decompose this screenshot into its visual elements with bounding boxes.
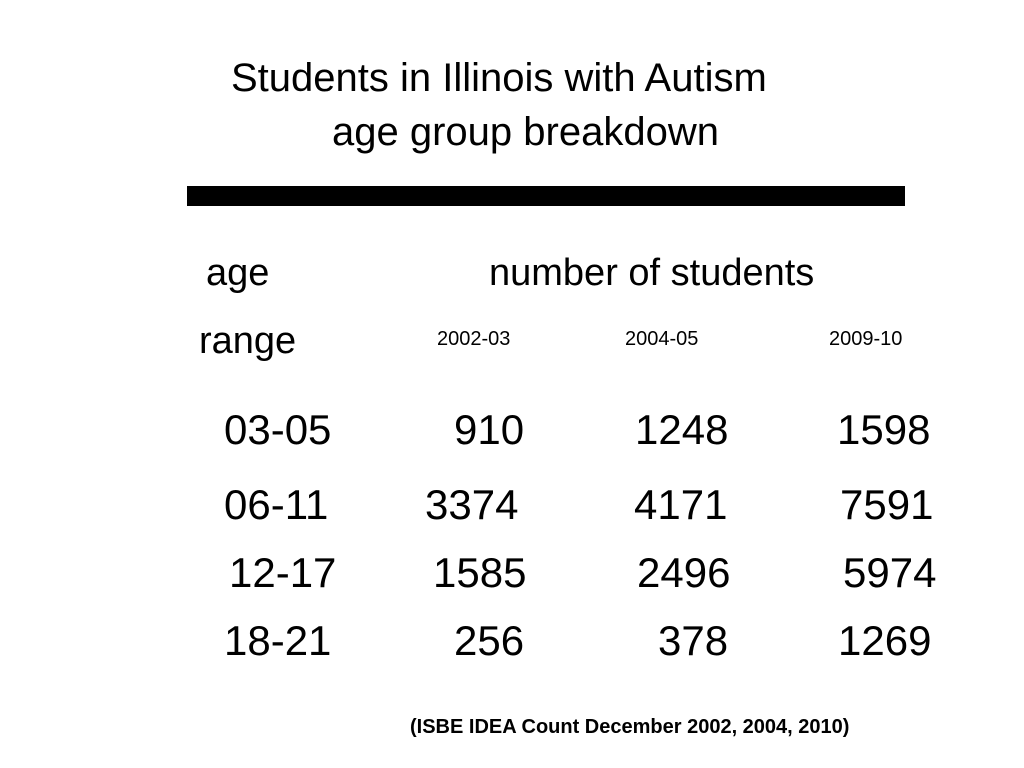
- table-row-label: 06-11: [224, 481, 329, 528]
- column-header-age: age: [206, 252, 270, 294]
- slide-title-line-1: Students in Illinois with Autism: [231, 56, 767, 100]
- table-cell: 4171: [634, 481, 728, 528]
- column-header-range: range: [199, 320, 297, 362]
- table-row-label: 12-17: [229, 549, 337, 596]
- source-citation: (ISBE IDEA Count December 2002, 2004, 20…: [410, 716, 850, 738]
- year-header-2004-05: 2004-05: [625, 328, 699, 350]
- table-cell: 1585: [433, 549, 527, 596]
- slide-title-line-2: age group breakdown: [332, 110, 719, 154]
- table-cell: 7591: [840, 481, 934, 528]
- table-cell: 2496: [637, 549, 731, 596]
- year-header-2002-03: 2002-03: [437, 328, 511, 350]
- table-cell: 256: [454, 617, 525, 664]
- year-header-2009-10: 2009-10: [829, 328, 903, 350]
- table-row-label: 18-21: [224, 617, 332, 664]
- table-cell: 1248: [635, 406, 729, 453]
- table-cell: 378: [658, 617, 729, 664]
- table-cell: 1269: [838, 617, 932, 664]
- table-row-label: 03-05: [224, 406, 332, 453]
- table-cell: 5974: [843, 549, 937, 596]
- column-header-number-of-students: number of students: [489, 252, 815, 294]
- title-underline-bar: [187, 186, 905, 206]
- table-cell: 1598: [837, 406, 931, 453]
- table-cell: 3374: [425, 481, 519, 528]
- table-cell: 910: [454, 406, 525, 453]
